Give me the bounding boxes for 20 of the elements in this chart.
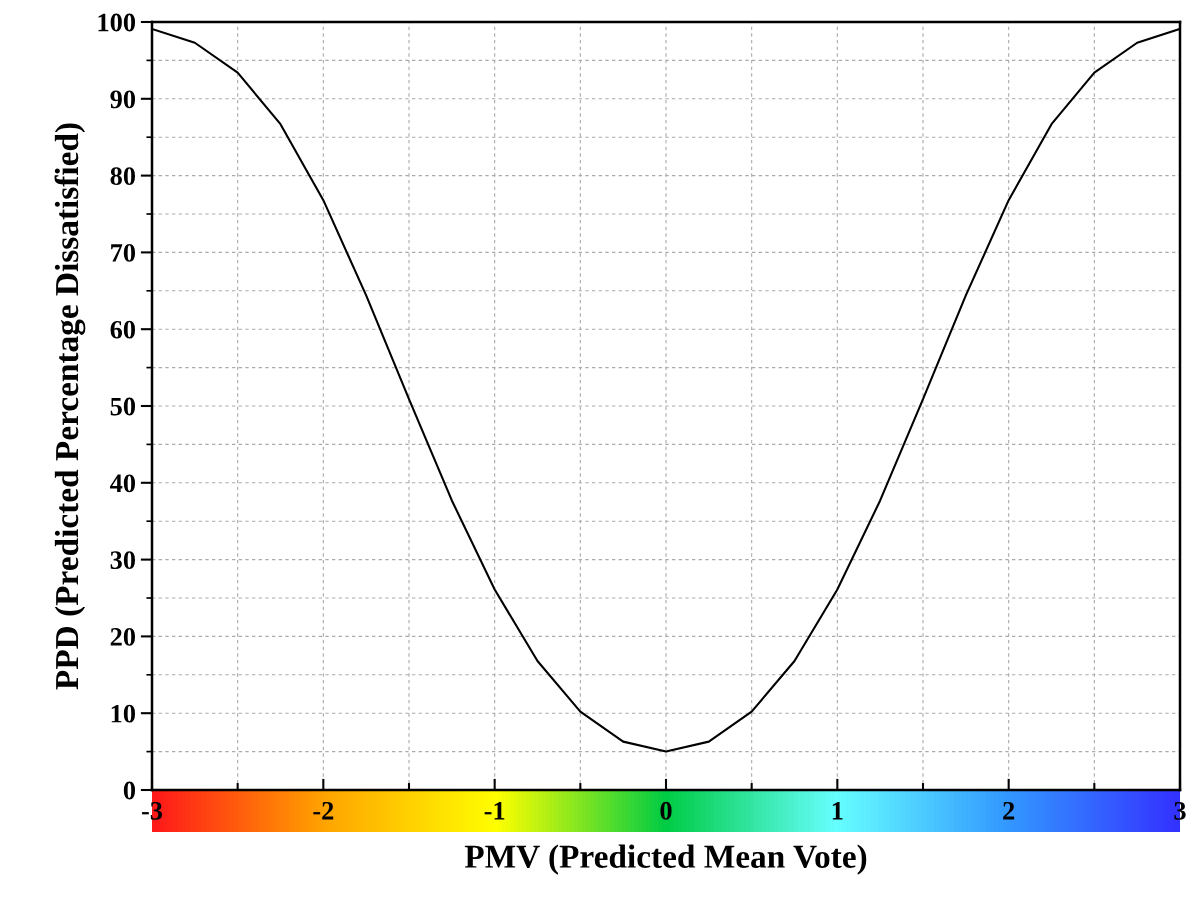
x-tick-label: -1 — [484, 802, 505, 820]
x-tick-label: 2 — [1003, 801, 1015, 820]
y-tick-label: 90 — [110, 90, 136, 109]
x-tick-label: -3 — [141, 801, 163, 820]
y-tick-label: 40 — [110, 474, 136, 493]
x-tick-label: 3 — [1174, 801, 1186, 820]
x-tick-label: 1 — [832, 802, 843, 820]
y-tick-label: 20 — [110, 628, 136, 646]
y-tick-label: 100 — [98, 13, 136, 32]
x-tick-label: -2 — [313, 801, 334, 820]
y-tick-label: 30 — [110, 551, 136, 570]
y-tick-label: 10 — [111, 704, 136, 723]
y-tick-label: 50 — [110, 397, 136, 416]
x-tick-label: 0 — [660, 801, 672, 820]
x-axis-title: PMV (Predicted Mean Vote) — [464, 844, 867, 875]
y-tick-label: 80 — [110, 167, 136, 186]
y-axis-title: PPD (Predicted Percentage Dissatisfied) — [54, 123, 86, 690]
y-tick-label: 0 — [123, 781, 136, 800]
y-tick-label: 70 — [111, 244, 136, 262]
y-tick-label: 60 — [110, 320, 136, 339]
